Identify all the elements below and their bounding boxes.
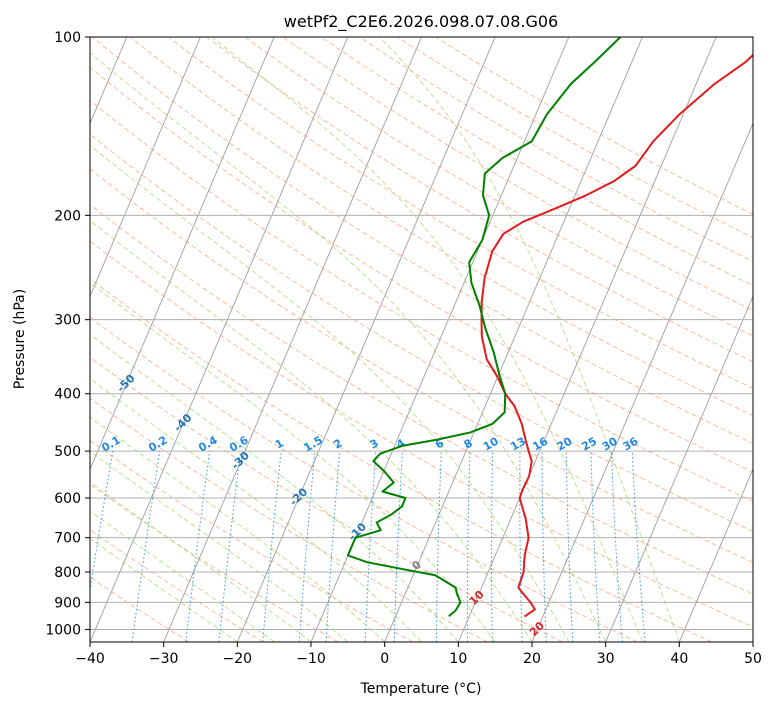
- dry-adiabat: [90, 66, 753, 473]
- dry-adiabat: [90, 278, 712, 642]
- moist-adiabat: [90, 220, 533, 642]
- moist-adiabat: [90, 537, 238, 642]
- isotherm-line: [236, 37, 496, 642]
- mixing-ratio-line: [185, 451, 211, 642]
- moist-adiabat: [90, 481, 312, 642]
- dewpoint-profile-line: [346, 37, 622, 618]
- x-tick-label: 20: [523, 651, 541, 667]
- x-tick-label: −40: [75, 651, 105, 667]
- dry-adiabat: [90, 440, 414, 642]
- mixing-ratio-line: [218, 451, 242, 642]
- mixing-ratio-line: [131, 451, 161, 642]
- x-tick-label: 40: [670, 651, 688, 667]
- x-tick-label: 10: [449, 651, 467, 667]
- grid-layer: [90, 37, 753, 642]
- dry-adiabat: [244, 37, 753, 337]
- y-tick-label: 300: [54, 313, 81, 329]
- moist-adiabat: [90, 510, 275, 642]
- moist-adiabat: [90, 377, 422, 642]
- moist-adiabat: [90, 144, 570, 642]
- data-layer: [346, 37, 753, 618]
- plot-frame: [89, 36, 754, 643]
- y-tick-label: 100: [54, 30, 81, 46]
- isotherm-line: [531, 122, 753, 642]
- dry-adiabat: [90, 240, 753, 628]
- dry-adiabat: [320, 37, 753, 287]
- moist-adiabat: [378, 37, 680, 642]
- tick-layer: −40 −30 −20 −10 0 10 20 30 40 50 100 200 300 400 500 60…: [45, 30, 762, 667]
- y-tick-label: 1000: [45, 622, 81, 638]
- y-tick-label: 600: [54, 491, 81, 507]
- y-tick-label: 500: [54, 444, 81, 460]
- x-tick-label: 50: [744, 651, 762, 667]
- moist-adiabat: [90, 281, 496, 642]
- moist-adiabat: [90, 416, 386, 642]
- moist-adiabat: [211, 37, 643, 642]
- isotherm-line: [678, 467, 753, 642]
- moist-adiabat: [90, 333, 459, 642]
- x-tick-label: −30: [149, 651, 179, 667]
- dry-adiabat: [206, 37, 753, 363]
- x-tick-label: −10: [296, 651, 326, 667]
- mixing-ratio-line: [90, 451, 114, 593]
- isotherm-line: [90, 37, 201, 298]
- y-tick-label: 400: [54, 387, 81, 403]
- isotherm-line: [90, 37, 349, 642]
- x-tick-label: 0: [380, 651, 389, 667]
- x-axis-label: Temperature (°C): [360, 681, 482, 697]
- y-axis-label: Pressure (hPa): [12, 289, 28, 389]
- dry-adiabat: [130, 37, 753, 417]
- y-tick-label: 800: [54, 565, 81, 581]
- y-tick-label: 700: [54, 531, 81, 547]
- x-tick-label: 30: [597, 651, 615, 667]
- dry-adiabat: [359, 37, 753, 262]
- isotherm-line: [163, 37, 422, 642]
- isotherm-line: [384, 37, 643, 642]
- x-tick-label: −20: [223, 651, 253, 667]
- dry-adiabat: [90, 168, 753, 563]
- moist-adiabat: [90, 450, 349, 642]
- isotherm-line: [90, 37, 275, 471]
- isotherm-line: [457, 37, 717, 642]
- y-tick-label: 900: [54, 595, 81, 611]
- chart-title: wetPf2_C2E6.2026.098.07.08.G06: [284, 12, 558, 32]
- dry-adiabat: [90, 203, 753, 595]
- y-tick-label: 200: [54, 208, 81, 224]
- moist-adiabat: [90, 52, 607, 642]
- dry-adiabat: [90, 133, 753, 533]
- isotherm-line: [605, 295, 753, 642]
- dry-adiabat: [90, 529, 264, 642]
